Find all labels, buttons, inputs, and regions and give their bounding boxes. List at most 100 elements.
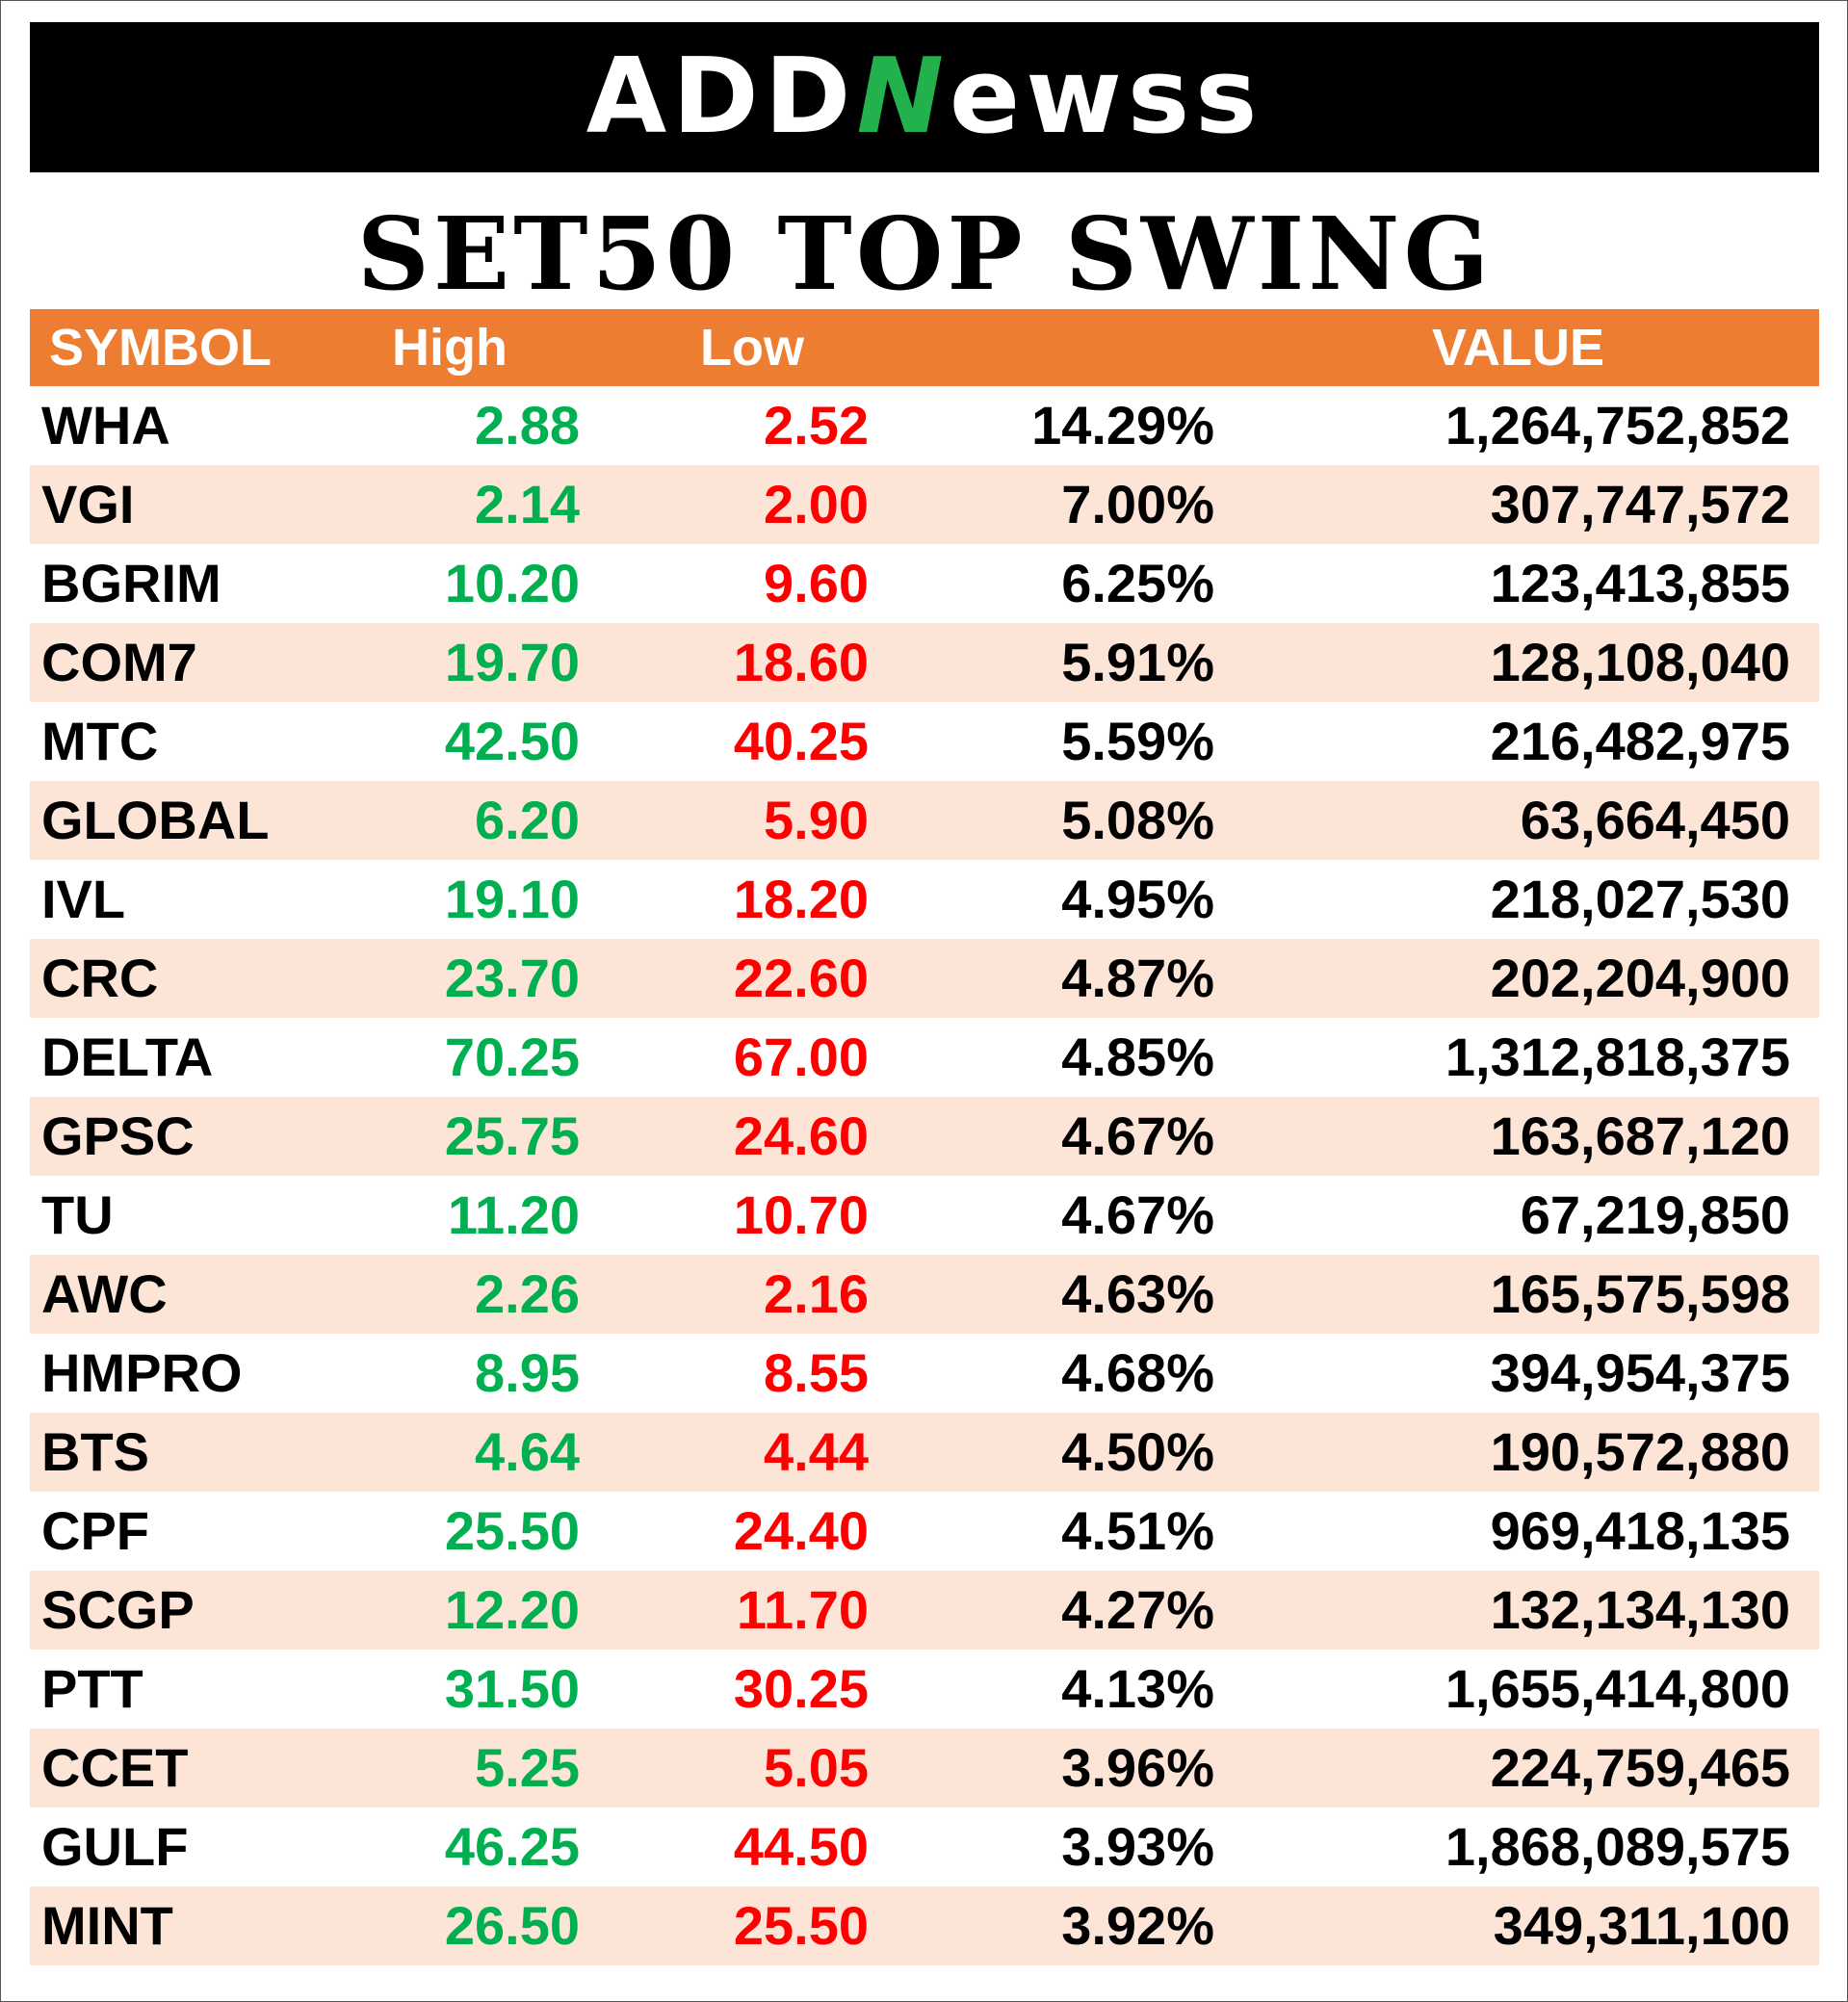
table-row: PTT 31.50 30.25 4.13% 1,655,414,800 <box>30 1650 1819 1729</box>
cell-high: 5.25 <box>475 1737 580 1798</box>
table-row: GPSC 25.75 24.60 4.67% 163,687,120 <box>30 1097 1819 1176</box>
cell-low: 67.00 <box>733 1027 869 1087</box>
cell-value: 349,311,100 <box>1493 1895 1790 1956</box>
table-row: HMPRO 8.95 8.55 4.68% 394,954,375 <box>30 1334 1819 1413</box>
table-row: SCGP 12.20 11.70 4.27% 132,134,130 <box>30 1571 1819 1650</box>
cell-change: 4.51% <box>1061 1500 1214 1561</box>
cell-value: 163,687,120 <box>1490 1105 1790 1166</box>
cell-symbol: VGI <box>41 474 135 534</box>
logo-bar: ADDNewss <box>30 22 1819 172</box>
cell-symbol: CCET <box>41 1737 189 1798</box>
cell-value: 63,664,450 <box>1520 790 1790 850</box>
cell-high: 12.20 <box>444 1579 580 1640</box>
cell-low: 25.50 <box>733 1895 869 1956</box>
cell-symbol: TU <box>41 1184 114 1245</box>
cell-change: 4.67% <box>1061 1184 1214 1245</box>
cell-change: 3.93% <box>1061 1816 1214 1877</box>
cell-low: 18.20 <box>733 869 869 929</box>
cell-high: 2.14 <box>475 474 580 534</box>
cell-symbol: GULF <box>41 1816 189 1877</box>
cell-value: 394,954,375 <box>1490 1342 1790 1403</box>
cell-low: 9.60 <box>764 553 869 613</box>
cell-high: 46.25 <box>444 1816 580 1877</box>
table-row: COM7 19.70 18.60 5.91% 128,108,040 <box>30 623 1819 702</box>
table-row: MINT 26.50 25.50 3.92% 349,311,100 <box>30 1886 1819 1965</box>
cell-high: 25.50 <box>444 1500 580 1561</box>
cell-symbol: COM7 <box>41 632 197 692</box>
cell-symbol: IVL <box>41 869 126 929</box>
cell-change: 4.95% <box>1061 869 1214 929</box>
cell-high: 19.10 <box>444 869 580 929</box>
table-row: DELTA 70.25 67.00 4.85% 1,312,818,375 <box>30 1018 1819 1097</box>
cell-symbol: BGRIM <box>41 553 221 613</box>
cell-low: 5.90 <box>764 790 869 850</box>
cell-change: 5.91% <box>1061 632 1214 692</box>
cell-low: 24.60 <box>733 1105 869 1166</box>
cell-low: 10.70 <box>733 1184 869 1245</box>
cell-value: 132,134,130 <box>1490 1579 1790 1640</box>
table-row: MTC 42.50 40.25 5.59% 216,482,975 <box>30 702 1819 781</box>
cell-low: 2.16 <box>764 1263 869 1324</box>
cell-change: 7.00% <box>1061 474 1214 534</box>
cell-value: 1,868,089,575 <box>1445 1816 1790 1877</box>
cell-symbol: PTT <box>41 1658 143 1719</box>
addnewss-logo: ADDNewss <box>586 45 1263 149</box>
cell-change: 4.13% <box>1061 1658 1214 1719</box>
cell-value: 123,413,855 <box>1490 553 1790 613</box>
cell-high: 2.26 <box>475 1263 580 1324</box>
table-row: IVL 19.10 18.20 4.95% 218,027,530 <box>30 860 1819 939</box>
logo-text-n: N <box>856 37 950 157</box>
cell-high: 4.64 <box>475 1421 580 1482</box>
cell-value: 224,759,465 <box>1490 1737 1790 1798</box>
cell-low: 44.50 <box>733 1816 869 1877</box>
cell-high: 31.50 <box>444 1658 580 1719</box>
swing-table: SYMBOL High Low VALUE WHA 2.88 2.52 14.29% 1… <box>30 309 1819 1965</box>
cell-change: 4.63% <box>1061 1263 1214 1324</box>
cell-low: 18.60 <box>733 632 869 692</box>
table-row: CRC 23.70 22.60 4.87% 202,204,900 <box>30 939 1819 1018</box>
table-body: WHA 2.88 2.52 14.29% 1,264,752,852 VGI 2.14 2.0… <box>30 386 1819 1965</box>
cell-high: 8.95 <box>475 1342 580 1403</box>
table-row: VGI 2.14 2.00 7.00% 307,747,572 <box>30 465 1819 544</box>
column-header-value: VALUE <box>1432 319 1605 377</box>
cell-value: 1,312,818,375 <box>1445 1027 1790 1087</box>
cell-low: 11.70 <box>736 1579 869 1640</box>
cell-value: 67,219,850 <box>1520 1184 1790 1245</box>
cell-change: 5.59% <box>1061 711 1214 771</box>
column-header-low: Low <box>700 319 804 377</box>
cell-change: 5.08% <box>1061 790 1214 850</box>
cell-symbol: GLOBAL <box>41 790 270 850</box>
cell-value: 969,418,135 <box>1490 1500 1790 1561</box>
cell-change: 4.67% <box>1061 1105 1214 1166</box>
cell-value: 190,572,880 <box>1490 1421 1790 1482</box>
page-title: SET50 TOP SWING <box>356 195 1494 313</box>
cell-value: 218,027,530 <box>1490 869 1790 929</box>
table-row: GULF 46.25 44.50 3.93% 1,868,089,575 <box>30 1807 1819 1886</box>
cell-symbol: SCGP <box>41 1579 195 1640</box>
cell-symbol: HMPRO <box>41 1342 243 1403</box>
cell-high: 11.20 <box>447 1184 580 1245</box>
cell-change: 4.50% <box>1061 1421 1214 1482</box>
cell-low: 4.44 <box>764 1421 869 1482</box>
cell-high: 10.20 <box>444 553 580 613</box>
cell-high: 6.20 <box>475 790 580 850</box>
cell-change: 4.87% <box>1061 948 1214 1008</box>
cell-symbol: GPSC <box>41 1105 195 1166</box>
cell-change: 4.68% <box>1061 1342 1214 1403</box>
cell-value: 1,264,752,852 <box>1445 395 1790 455</box>
cell-value: 128,108,040 <box>1490 632 1790 692</box>
cell-high: 23.70 <box>444 948 580 1008</box>
cell-high: 19.70 <box>444 632 580 692</box>
table-row: BGRIM 10.20 9.60 6.25% 123,413,855 <box>30 544 1819 623</box>
cell-low: 8.55 <box>764 1342 869 1403</box>
cell-change: 14.29% <box>1031 395 1214 455</box>
table-row: WHA 2.88 2.52 14.29% 1,264,752,852 <box>30 386 1819 465</box>
logo-text-part1: ADD <box>586 37 857 157</box>
cell-value: 165,575,598 <box>1490 1263 1790 1324</box>
table-row: AWC 2.26 2.16 4.63% 165,575,598 <box>30 1255 1819 1334</box>
cell-low: 5.05 <box>764 1737 869 1798</box>
table-header: SYMBOL High Low VALUE <box>30 309 1819 386</box>
column-header-symbol: SYMBOL <box>49 319 273 377</box>
cell-low: 24.40 <box>733 1500 869 1561</box>
